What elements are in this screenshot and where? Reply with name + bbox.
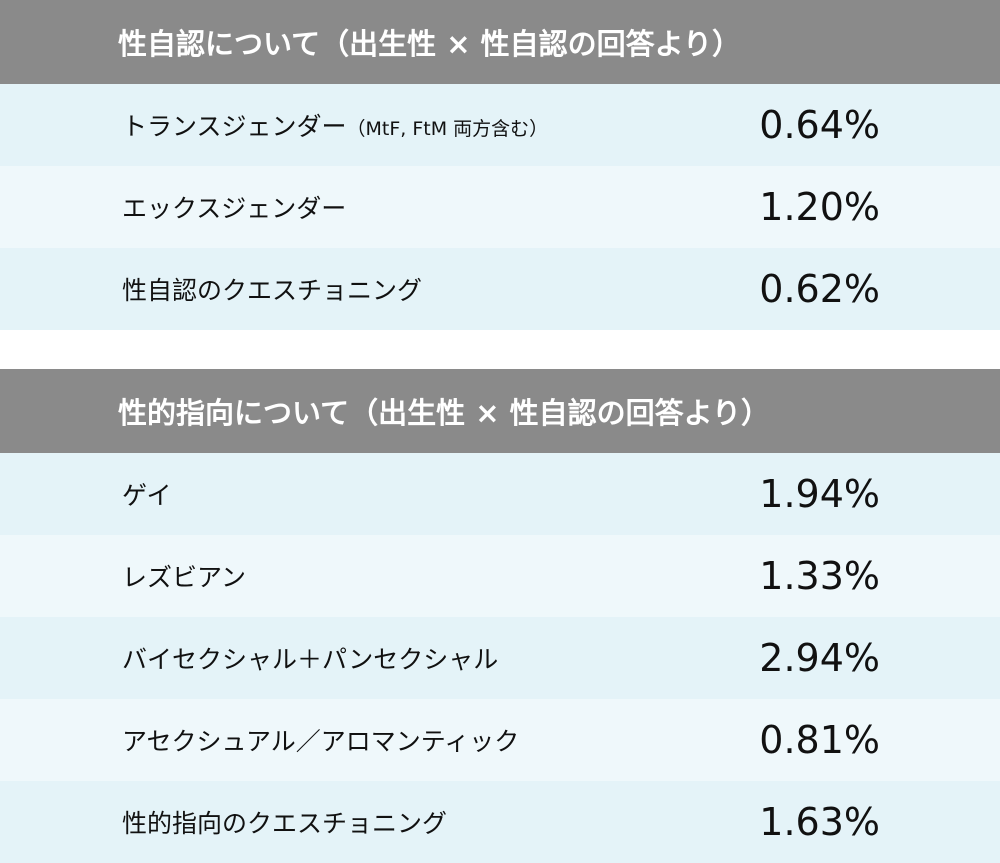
gender-identity-section: 性自認について（出生性 × 性自認の回答より） トランスジェンダー（MtF, F… bbox=[0, 0, 1000, 330]
section-header: 性的指向について（出生性 × 性自認の回答より） bbox=[0, 369, 1000, 453]
table-row: アセクシュアル／アロマンティック 0.81% bbox=[0, 699, 1000, 781]
table-row: トランスジェンダー（MtF, FtM 両方含む） 0.64% bbox=[0, 84, 1000, 166]
row-value: 1.20% bbox=[759, 185, 880, 229]
sexual-orientation-section: 性的指向について（出生性 × 性自認の回答より） ゲイ 1.94% レズビアン … bbox=[0, 369, 1000, 863]
row-value: 1.33% bbox=[759, 554, 880, 598]
table-row: ゲイ 1.94% bbox=[0, 453, 1000, 535]
row-label: 性自認のクエスチョニング bbox=[122, 276, 423, 305]
row-value: 0.64% bbox=[759, 103, 880, 147]
row-label: トランスジェンダー（MtF, FtM 両方含む） bbox=[122, 112, 549, 141]
table-row: 性的指向のクエスチョニング 1.63% bbox=[0, 781, 1000, 863]
row-note: （MtF, FtM 両方含む） bbox=[346, 118, 549, 140]
table-row: 性自認のクエスチョニング 0.62% bbox=[0, 248, 1000, 330]
row-label: レズビアン bbox=[122, 563, 247, 592]
table-row: バイセクシャル＋パンセクシャル 2.94% bbox=[0, 617, 1000, 699]
row-value: 2.94% bbox=[759, 636, 880, 680]
row-value: 0.62% bbox=[759, 267, 880, 311]
table-body: ゲイ 1.94% レズビアン 1.33% バイセクシャル＋パンセクシャル 2.9… bbox=[0, 453, 1000, 863]
section-header: 性自認について（出生性 × 性自認の回答より） bbox=[0, 0, 1000, 84]
table-row: レズビアン 1.33% bbox=[0, 535, 1000, 617]
row-value: 0.81% bbox=[759, 718, 880, 762]
row-label: バイセクシャル＋パンセクシャル bbox=[122, 645, 499, 674]
section-gap bbox=[0, 330, 1000, 369]
row-label: エックスジェンダー bbox=[122, 194, 347, 223]
row-label: アセクシュアル／アロマンティック bbox=[122, 727, 520, 756]
row-value: 1.94% bbox=[759, 472, 880, 516]
row-label: 性的指向のクエスチョニング bbox=[122, 809, 448, 838]
table-row: エックスジェンダー 1.20% bbox=[0, 166, 1000, 248]
row-value: 1.63% bbox=[759, 800, 880, 844]
row-label: ゲイ bbox=[122, 481, 172, 510]
table-body: トランスジェンダー（MtF, FtM 両方含む） 0.64% エックスジェンダー… bbox=[0, 84, 1000, 330]
